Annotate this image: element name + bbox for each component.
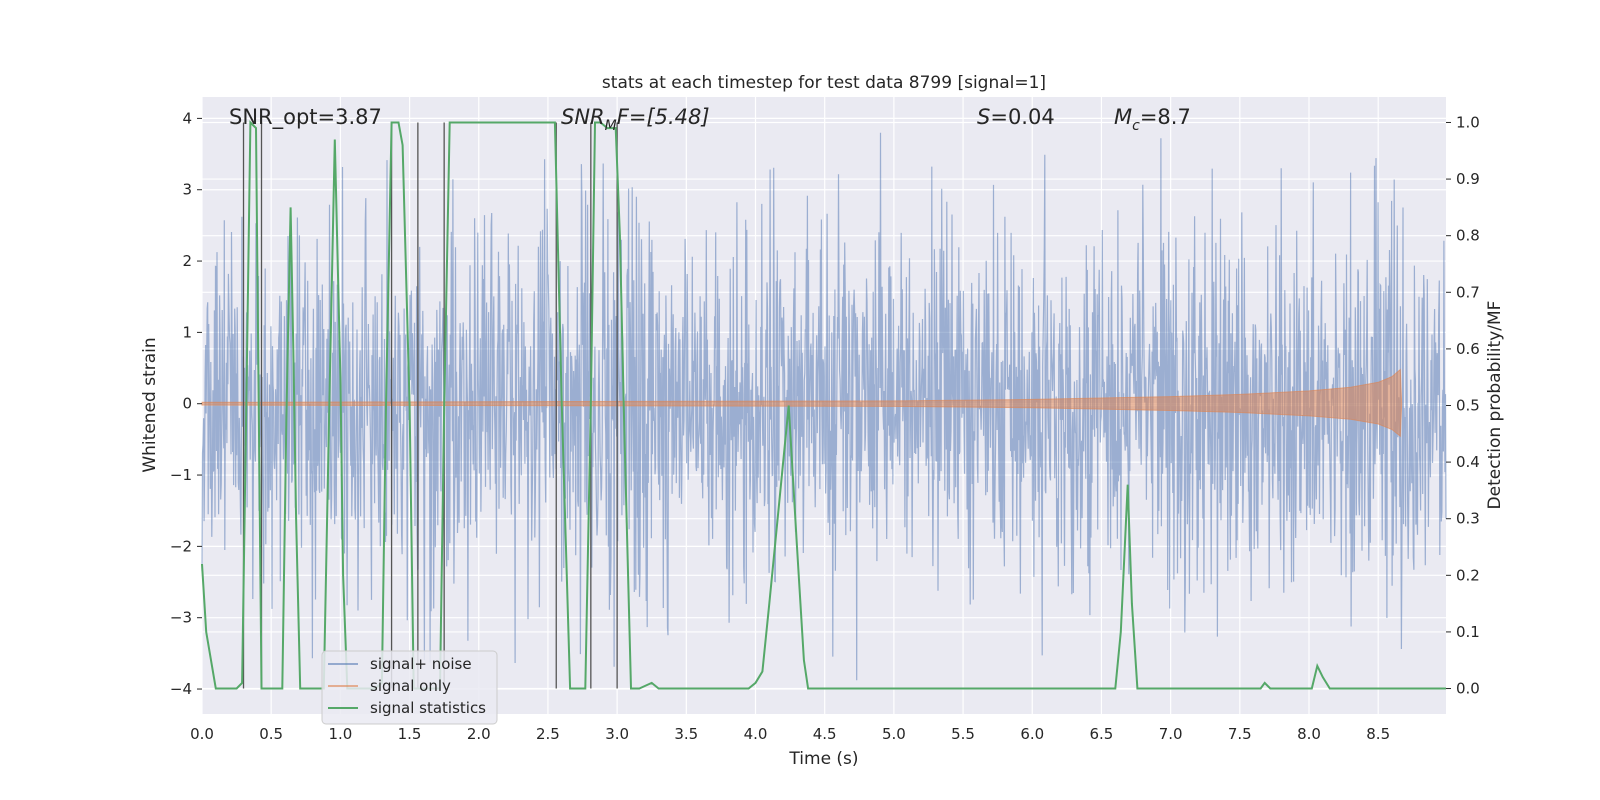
y-tick-label-left: 2: [182, 252, 192, 270]
signal-only-series: [201, 368, 1403, 438]
x-tick-label: 0.0: [190, 725, 214, 743]
mc-value: =8.7: [1140, 105, 1191, 129]
y-tick-label-right: 0.2: [1456, 566, 1480, 584]
x-tick-label: 6.5: [1090, 725, 1114, 743]
y-tick-label-left: −3: [170, 609, 192, 627]
y-tick-label-left: 0: [182, 395, 192, 413]
annotation-mc: Mc=8.7: [1114, 105, 1191, 134]
y-tick-label-right: 1.0: [1456, 113, 1480, 131]
x-tick-label: 1.5: [398, 725, 422, 743]
y-tick-label-left: −1: [170, 466, 192, 484]
mc-base: M: [1114, 105, 1132, 129]
x-tick-label: 4.5: [813, 725, 837, 743]
x-tick-label: 2.0: [467, 725, 491, 743]
chart-title: stats at each timestep for test data 879…: [602, 73, 1046, 93]
signal-statistics-line: [201, 120, 1446, 690]
x-tick-label: 4.0: [744, 725, 768, 743]
signal-statistics-series: [201, 120, 1446, 690]
y-tick-label-left: 1: [182, 323, 192, 341]
x-tick-label: 2.5: [536, 725, 560, 743]
y-tick-label-left: −4: [170, 680, 192, 698]
y-tick-label-right: 0.8: [1456, 227, 1480, 245]
y-tick-label-right: 0.6: [1456, 340, 1480, 358]
s-value: =0.04: [990, 105, 1054, 129]
x-tick-label: 5.5: [951, 725, 975, 743]
x-tick-label: 3.5: [674, 725, 698, 743]
annotation-snr-mf: SNRMF=[5.48]: [561, 105, 710, 134]
y-tick-label-right: 0.4: [1456, 453, 1480, 471]
signal-only-band: [201, 368, 1403, 438]
x-tick-label: 8.5: [1366, 725, 1390, 743]
y-tick-label-left: 4: [182, 109, 192, 127]
snr-mf-base: SNR: [561, 105, 605, 129]
x-tick-label: 3.0: [605, 725, 629, 743]
x-tick-label: 8.0: [1297, 725, 1321, 743]
legend-label-signal-statistics: signal statistics: [370, 699, 486, 717]
mc-sub: c: [1132, 118, 1140, 134]
legend: signal+ noise signal only signal statist…: [321, 650, 498, 725]
y-axis-label-left: Whitened strain: [140, 337, 160, 472]
legend-box: [321, 650, 498, 725]
legend-label-signal-only: signal only: [370, 677, 451, 695]
y-tick-label-left: −2: [170, 537, 192, 555]
annotation-s: S=0.04: [977, 105, 1055, 129]
x-tick-label: 7.0: [1159, 725, 1183, 743]
annotation-snr-opt: SNR_opt=3.87: [229, 105, 382, 130]
y-tick-label-right: 0.7: [1456, 283, 1480, 301]
y-tick-label-right: 0.9: [1456, 170, 1480, 188]
x-axis-label: Time (s): [788, 749, 858, 769]
x-tick-label: 1.0: [328, 725, 352, 743]
y-tick-label-right: 0.3: [1456, 510, 1480, 528]
y-tick-label-right: 0.0: [1456, 680, 1480, 698]
y-axis-label-right: Detection probability/MF: [1485, 301, 1505, 510]
x-tick-label: 5.0: [882, 725, 906, 743]
x-tick-label: 0.5: [259, 725, 283, 743]
y-tick-label-left: 3: [182, 181, 192, 199]
axes: 0.0 0.5 1.0 1.5 2.0 2.5 3.0 3.5 4.0 4.5 5.0 5.5 6.0 6…: [170, 109, 1480, 743]
y-tick-label-right: 0.1: [1456, 623, 1480, 641]
x-tick-label: 7.5: [1228, 725, 1252, 743]
x-tick-label: 6.0: [1020, 725, 1044, 743]
snr-mf-rest: F=[5.48]: [617, 105, 710, 129]
snr-mf-sub: M: [605, 118, 617, 134]
s-symbol: S: [977, 105, 990, 129]
y-tick-label-right: 0.5: [1456, 397, 1480, 415]
legend-label-signal-noise: signal+ noise: [370, 655, 472, 673]
